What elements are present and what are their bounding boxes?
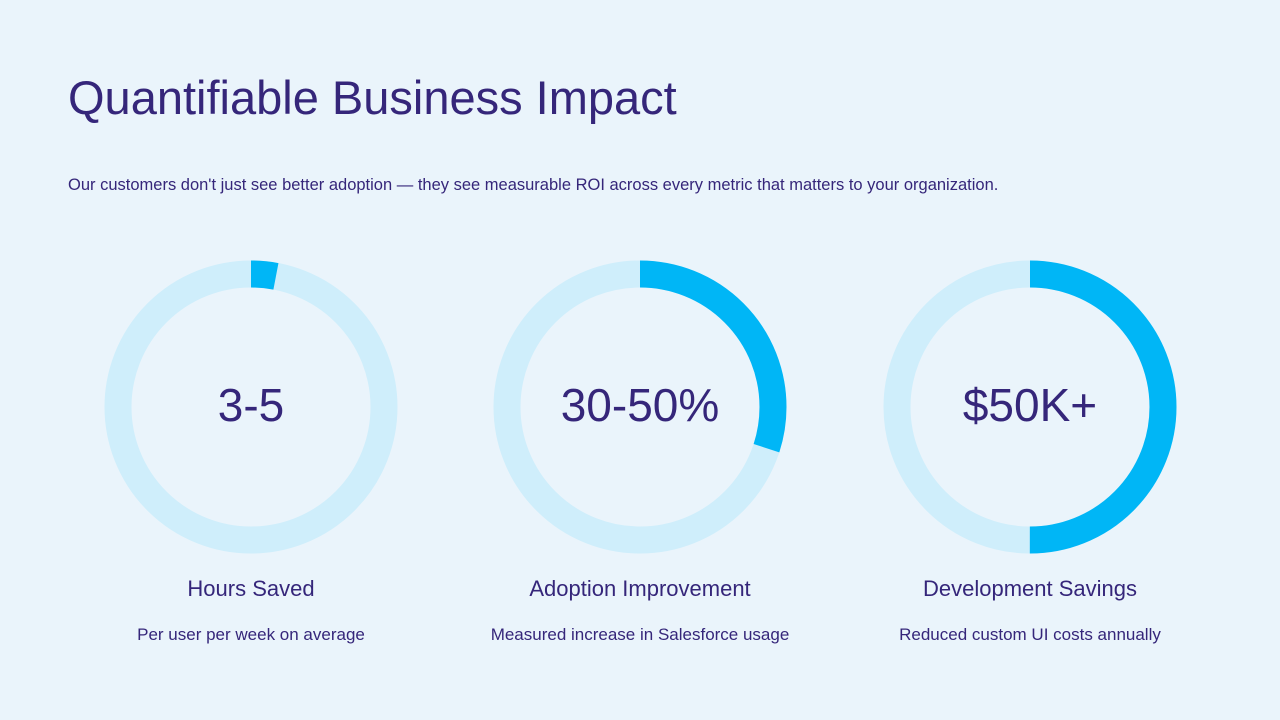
metric-description: Reduced custom UI costs annually (899, 625, 1161, 644)
ring-progress (883, 260, 1177, 554)
metric-description: Per user per week on average (137, 625, 365, 644)
page-subtitle: Our customers don't just see better adop… (68, 176, 999, 194)
progress-ring-svg (104, 260, 398, 554)
ring-progress (493, 260, 787, 554)
metric-label: Adoption Improvement (529, 576, 751, 601)
progress-ring-svg (883, 260, 1177, 554)
metric-card-hours-saved: 3-5 Hours Saved Per user per week on ave… (101, 257, 401, 657)
metric-value: 30-50% (560, 379, 720, 431)
ring-progress (104, 260, 398, 554)
progress-ring-adoption-improvement (490, 257, 790, 557)
page-title: Quantifiable Business Impact (68, 71, 677, 124)
metric-value: $50K+ (962, 379, 1098, 431)
metric-card-development-savings: $50K+ Development Savings Reduced custom… (880, 257, 1180, 657)
metric-label: Development Savings (922, 576, 1137, 601)
progress-ring-hours-saved (101, 257, 401, 557)
metric-label: Hours Saved (187, 576, 315, 601)
metric-description: Measured increase in Salesforce usage (490, 625, 790, 644)
metric-value: 3-5 (217, 379, 285, 431)
progress-ring-svg (493, 260, 787, 554)
progress-ring-development-savings (880, 257, 1180, 557)
metric-card-adoption-improvement: 30-50% Adoption Improvement Measured inc… (490, 257, 790, 657)
